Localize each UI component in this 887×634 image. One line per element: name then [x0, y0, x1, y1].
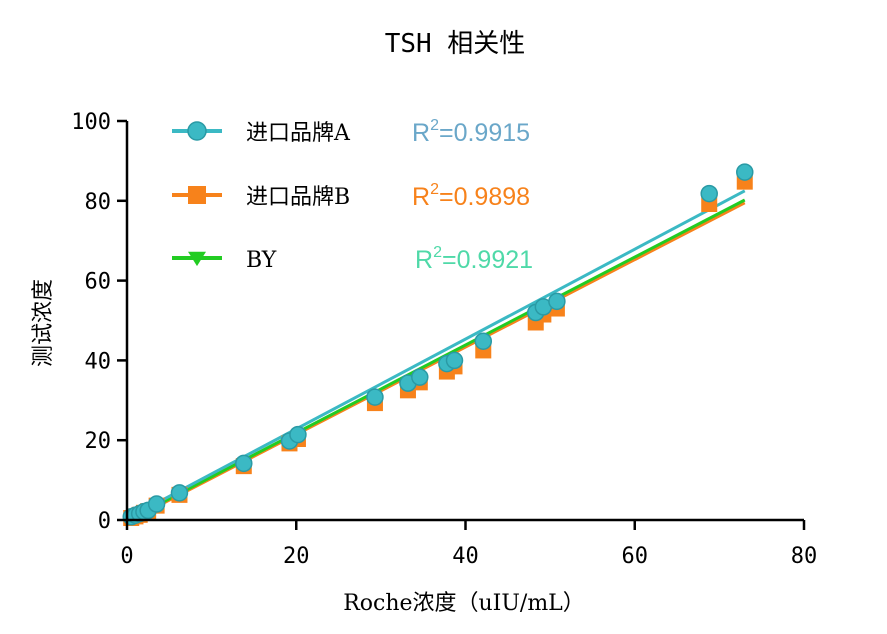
data-point-brand-a — [170, 484, 189, 502]
y-tick-label: 40 — [85, 349, 112, 374]
legend-marker — [188, 251, 206, 267]
data-point-brand-a — [147, 495, 166, 513]
y-tick-label: 60 — [85, 270, 112, 295]
data-point-brand-a — [366, 388, 384, 406]
x-tick-label: 40 — [452, 544, 479, 569]
r-squared-symbol: R — [412, 119, 430, 147]
r-squared-symbol: R — [412, 183, 430, 211]
r-squared-label: R2=0.9898 — [412, 181, 530, 211]
y-tick-label: 100 — [71, 110, 111, 135]
y-tick-label: 0 — [98, 509, 111, 534]
data-point-brand-a — [411, 368, 429, 386]
r-squared-exponent: 2 — [433, 244, 442, 261]
data-point-brand-a — [548, 292, 566, 311]
chart-title: TSH 相关性 — [385, 29, 526, 59]
data-point-brand-a — [289, 425, 307, 444]
r-squared-label: R2=0.9921 — [415, 244, 533, 274]
data-point-brand-a — [235, 454, 253, 473]
data-point-brand-a — [474, 332, 493, 350]
plot-area — [122, 163, 754, 527]
x-tick-label: 80 — [791, 544, 818, 569]
r-squared-exponent: 2 — [430, 181, 439, 198]
y-tick-label: 20 — [85, 429, 112, 454]
legend-marker — [188, 186, 206, 204]
r-squared-exponent: 2 — [430, 117, 439, 134]
r-squared-label: R2=0.9915 — [412, 117, 530, 147]
legend-marker — [187, 121, 207, 141]
data-point-brand-a — [736, 163, 754, 181]
legend-label: BY — [246, 248, 277, 273]
fit-line-by — [126, 198, 746, 523]
r-squared-value: =0.9898 — [439, 183, 530, 211]
r-squared-symbol: R — [415, 246, 433, 274]
r-squared-value: =0.9921 — [442, 246, 533, 274]
x-axis: 0 20 40 60 80 — [120, 518, 818, 569]
x-axis-title: Roche浓度（uIU/mL） — [343, 591, 585, 616]
x-tick-label: 60 — [622, 544, 649, 569]
r-squared-value: =0.9915 — [439, 119, 530, 147]
x-tick-label: 0 — [120, 544, 133, 569]
y-axis: 0 20 40 60 80 100 — [71, 110, 129, 534]
y-tick-label: 80 — [85, 190, 112, 215]
legend-label: 进口品牌B — [246, 185, 350, 210]
legend-label: 进口品牌A — [246, 121, 351, 146]
data-point-brand-a — [700, 184, 718, 203]
y-axis-title: 测试浓度 — [31, 279, 56, 367]
fit-line-brand-a — [126, 189, 746, 521]
data-point-brand-a — [445, 351, 464, 370]
x-tick-label: 20 — [283, 544, 310, 569]
